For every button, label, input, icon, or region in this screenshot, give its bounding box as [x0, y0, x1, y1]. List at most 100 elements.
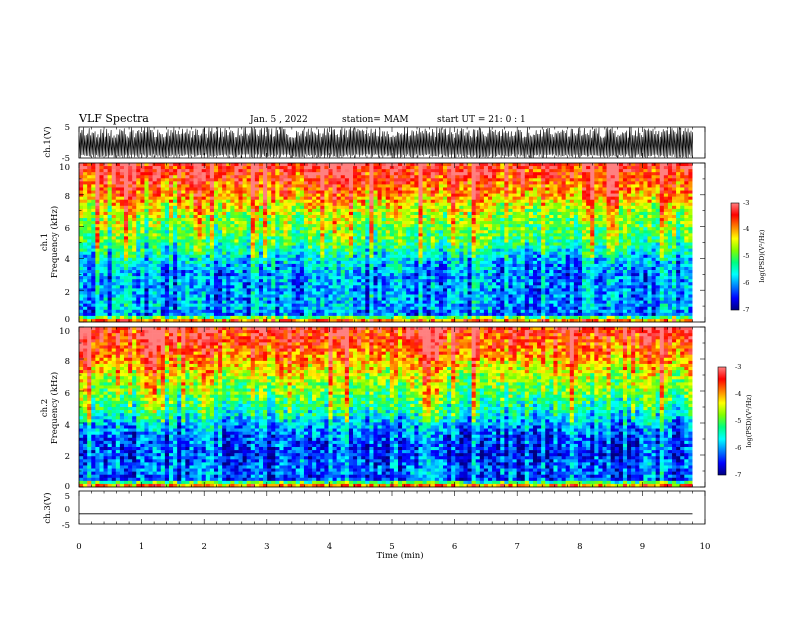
spectrogram-cell — [398, 205, 403, 210]
spectrogram-cell — [422, 273, 427, 277]
spectrogram-cell — [467, 175, 472, 179]
spectrogram-cell — [377, 181, 382, 185]
spectrogram-cell — [303, 245, 309, 249]
spectrogram-cell — [87, 312, 92, 317]
spectrogram-cell — [222, 227, 227, 231]
spectrogram-cell — [279, 187, 284, 191]
spectrogram-cell — [197, 263, 202, 268]
spectrogram-cell — [369, 224, 374, 228]
spectrogram-cell — [103, 315, 108, 320]
spectrogram-cell — [455, 297, 460, 301]
spectrogram-cell — [128, 288, 133, 292]
spectrogram-cell — [365, 248, 370, 252]
spectrogram-cell — [164, 227, 170, 231]
spectrogram-cell — [422, 172, 427, 176]
spectrogram-cell — [226, 166, 231, 170]
spectrogram-cell — [132, 199, 137, 204]
spectrogram-cell — [258, 276, 264, 280]
spectrogram-cell — [422, 315, 427, 320]
spectrogram-cell — [275, 248, 280, 252]
spectrogram-cell — [222, 218, 227, 222]
spectrogram-cell — [173, 254, 178, 259]
spectrogram-cell — [365, 300, 370, 304]
spectrogram-cell — [279, 251, 284, 256]
spectrogram-cell — [181, 309, 186, 314]
spectrogram-cell — [115, 178, 121, 182]
spectrogram-cell — [365, 266, 370, 271]
spectrogram-cell — [340, 315, 346, 320]
spectrogram-cell — [144, 230, 149, 234]
spectrogram-cell — [234, 193, 239, 197]
spectrogram-cell — [299, 184, 305, 188]
spectrogram-cell — [381, 276, 387, 280]
spectrogram-cell — [185, 294, 190, 298]
spectrogram-cell — [222, 242, 227, 246]
spectrogram-cell — [234, 169, 239, 173]
spectrogram-cell — [434, 291, 440, 295]
spectrogram-cell — [218, 279, 223, 283]
spectrogram-cell — [123, 218, 129, 222]
spectrogram-cell — [87, 178, 92, 182]
spectrogram-cell — [87, 276, 92, 280]
spectrogram-cell — [455, 270, 460, 274]
spectrogram-cell — [91, 239, 96, 243]
spectrogram-cell — [344, 257, 350, 262]
spectrogram-cell — [238, 288, 243, 292]
spectrogram-cell — [287, 208, 292, 213]
spectrogram-cell — [344, 208, 350, 213]
spectrogram-cell — [426, 196, 432, 200]
spectrogram-cell — [254, 202, 260, 207]
spectrogram-cell — [119, 318, 125, 323]
spectrogram-cell — [201, 266, 207, 271]
spectrogram-cell — [201, 318, 207, 323]
spectrogram-cell — [103, 306, 108, 311]
spectrogram-cell — [168, 257, 174, 262]
spectrogram-cell — [316, 288, 321, 292]
spectrogram-cell — [234, 306, 239, 311]
spectrogram-cell — [87, 205, 92, 210]
spectrogram-cell — [275, 294, 280, 298]
spectrogram-cell — [246, 303, 252, 308]
spectrogram-cell — [79, 230, 84, 234]
spectrogram-cell — [328, 300, 333, 304]
spectrogram-cell — [111, 181, 117, 185]
spectrogram-cell — [402, 169, 407, 173]
spectrogram-cell — [410, 273, 415, 277]
spectrogram-cell — [234, 260, 239, 265]
spectrogram-cell — [189, 291, 194, 295]
spectrogram-cell — [197, 227, 202, 231]
spectrogram-cell — [430, 187, 436, 191]
spectrogram-cell — [283, 251, 288, 256]
spectrogram-cell — [430, 227, 436, 231]
spectrogram-cell — [148, 172, 153, 176]
spectrogram-cell — [324, 294, 329, 298]
spectrogram-cell — [455, 230, 460, 234]
spectrogram-cell — [132, 193, 137, 197]
spectrogram-cell — [377, 303, 382, 308]
spectrogram-cell — [254, 218, 260, 222]
spectrogram-cell — [181, 181, 186, 185]
spectrogram-cell — [173, 233, 178, 237]
spectrogram-cell — [189, 266, 194, 271]
spectrogram-cell — [406, 248, 411, 252]
spectrogram-cell — [426, 257, 432, 262]
spectrogram-cell — [238, 166, 243, 170]
spectrogram-cell — [299, 297, 305, 301]
spectrogram-cell — [144, 242, 149, 246]
spectrogram-cell — [258, 288, 264, 292]
spectrogram-cell — [148, 218, 153, 222]
spectrogram-cell — [115, 208, 121, 213]
spectrogram-cell — [197, 242, 202, 246]
spectrogram-cell — [91, 306, 96, 311]
spectrogram-cell — [410, 266, 415, 271]
spectrogram-cell — [156, 257, 162, 262]
spectrogram-cell — [332, 263, 337, 268]
spectrogram-cell — [218, 288, 223, 292]
spectrogram-cell — [308, 227, 313, 231]
spectrogram-cell — [447, 193, 452, 197]
spectrogram-cell — [451, 300, 456, 304]
spectrogram-cell — [152, 294, 158, 298]
spectrogram-cell — [459, 239, 464, 243]
spectrogram-cell — [238, 309, 243, 314]
spectrogram-cell — [263, 233, 268, 237]
